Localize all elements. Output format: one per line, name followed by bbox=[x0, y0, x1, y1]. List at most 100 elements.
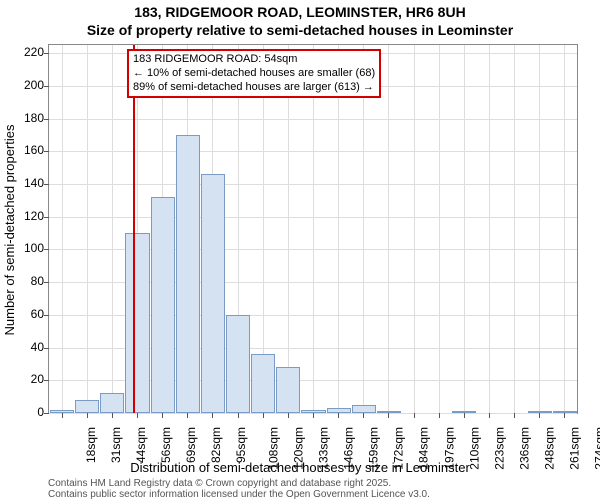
gridline-v bbox=[464, 45, 465, 413]
ytick-label: 80 bbox=[4, 274, 44, 288]
xtick-label: 159sqm bbox=[367, 427, 381, 470]
xtick-mark bbox=[313, 413, 314, 418]
chart-footer: Contains HM Land Registry data © Crown c… bbox=[48, 478, 430, 500]
histogram-bar bbox=[151, 197, 175, 413]
ytick-label: 180 bbox=[4, 111, 44, 125]
xtick-mark bbox=[187, 413, 188, 418]
xtick-mark bbox=[539, 413, 540, 418]
xtick-label: 95sqm bbox=[234, 427, 248, 463]
gridline-v bbox=[564, 45, 565, 413]
ytick-mark bbox=[44, 53, 49, 54]
ytick-label: 60 bbox=[4, 307, 44, 321]
xtick-mark bbox=[363, 413, 364, 418]
histogram-bar bbox=[100, 393, 124, 413]
xtick-label: 31sqm bbox=[109, 427, 123, 463]
xtick-mark bbox=[212, 413, 213, 418]
histogram-bar bbox=[50, 410, 74, 413]
xtick-label: 248sqm bbox=[543, 427, 557, 470]
xtick-mark bbox=[514, 413, 515, 418]
ytick-mark bbox=[44, 413, 49, 414]
xtick-label: 18sqm bbox=[84, 427, 98, 463]
histogram-bar bbox=[201, 174, 225, 413]
gridline-v bbox=[363, 45, 364, 413]
xtick-mark bbox=[238, 413, 239, 418]
histogram-bar bbox=[75, 400, 99, 413]
annotation-line2: ← 10% of semi-detached houses are smalle… bbox=[133, 67, 375, 81]
xtick-label: 223sqm bbox=[493, 427, 507, 470]
gridline-v bbox=[539, 45, 540, 413]
histogram-bar bbox=[528, 411, 552, 413]
xtick-mark bbox=[263, 413, 264, 418]
ytick-label: 120 bbox=[4, 209, 44, 223]
gridline-v bbox=[338, 45, 339, 413]
plot-area: 183 RIDGEMOOR ROAD: 54sqm ← 10% of semi-… bbox=[48, 44, 578, 414]
gridline-v bbox=[414, 45, 415, 413]
xtick-label: 108sqm bbox=[266, 427, 280, 470]
ytick-label: 160 bbox=[4, 143, 44, 157]
xtick-label: 210sqm bbox=[467, 427, 481, 470]
chart-title-2: Size of property relative to semi-detach… bbox=[0, 22, 600, 38]
histogram-bar bbox=[327, 408, 351, 413]
gridline-v bbox=[313, 45, 314, 413]
histogram-bar bbox=[226, 315, 250, 413]
ytick-mark bbox=[44, 348, 49, 349]
histogram-bar bbox=[553, 411, 577, 413]
xtick-label: 44sqm bbox=[134, 427, 148, 463]
ytick-mark bbox=[44, 217, 49, 218]
xtick-mark bbox=[162, 413, 163, 418]
xtick-label: 56sqm bbox=[159, 427, 173, 463]
ytick-mark bbox=[44, 119, 49, 120]
xtick-label: 69sqm bbox=[184, 427, 198, 463]
gridline-v bbox=[62, 45, 63, 413]
gridline-v bbox=[288, 45, 289, 413]
histogram-bar bbox=[176, 135, 200, 413]
chart-title-1: 183, RIDGEMOOR ROAD, LEOMINSTER, HR6 8UH bbox=[0, 4, 600, 20]
xtick-mark bbox=[388, 413, 389, 418]
xtick-label: 146sqm bbox=[342, 427, 356, 470]
ytick-label: 220 bbox=[4, 45, 44, 59]
xtick-mark bbox=[112, 413, 113, 418]
xtick-mark bbox=[439, 413, 440, 418]
ytick-mark bbox=[44, 151, 49, 152]
xtick-mark bbox=[87, 413, 88, 418]
ytick-mark bbox=[44, 86, 49, 87]
gridline-v bbox=[87, 45, 88, 413]
xtick-label: 82sqm bbox=[209, 427, 223, 463]
xtick-label: 261sqm bbox=[568, 427, 582, 470]
ytick-label: 100 bbox=[4, 241, 44, 255]
histogram-bar bbox=[251, 354, 275, 413]
chart-container: 183, RIDGEMOOR ROAD, LEOMINSTER, HR6 8UH… bbox=[0, 0, 600, 500]
footer-line1: Contains HM Land Registry data © Crown c… bbox=[48, 478, 430, 489]
histogram-bar bbox=[301, 410, 325, 413]
ytick-mark bbox=[44, 184, 49, 185]
ytick-label: 140 bbox=[4, 176, 44, 190]
xtick-mark bbox=[464, 413, 465, 418]
xtick-mark bbox=[288, 413, 289, 418]
ytick-label: 40 bbox=[4, 340, 44, 354]
xtick-mark bbox=[564, 413, 565, 418]
xtick-label: 274sqm bbox=[593, 427, 600, 470]
ytick-mark bbox=[44, 315, 49, 316]
gridline-v bbox=[514, 45, 515, 413]
xtick-label: 133sqm bbox=[317, 427, 331, 470]
ytick-label: 0 bbox=[4, 405, 44, 419]
ytick-mark bbox=[44, 249, 49, 250]
gridline-v bbox=[388, 45, 389, 413]
xtick-mark bbox=[338, 413, 339, 418]
xtick-mark bbox=[414, 413, 415, 418]
ytick-label: 200 bbox=[4, 78, 44, 92]
marker-line bbox=[133, 45, 135, 413]
annotation-line1: 183 RIDGEMOOR ROAD: 54sqm bbox=[133, 53, 375, 67]
gridline-v bbox=[439, 45, 440, 413]
annotation-line3: 89% of semi-detached houses are larger (… bbox=[133, 81, 375, 95]
xtick-label: 120sqm bbox=[291, 427, 305, 470]
gridline-v bbox=[112, 45, 113, 413]
histogram-bar bbox=[377, 411, 401, 413]
histogram-bar bbox=[352, 405, 376, 413]
xtick-label: 184sqm bbox=[417, 427, 431, 470]
xtick-label: 236sqm bbox=[518, 427, 532, 470]
histogram-bar bbox=[452, 411, 476, 413]
gridline-v bbox=[489, 45, 490, 413]
ytick-label: 20 bbox=[4, 372, 44, 386]
histogram-bar bbox=[276, 367, 300, 413]
